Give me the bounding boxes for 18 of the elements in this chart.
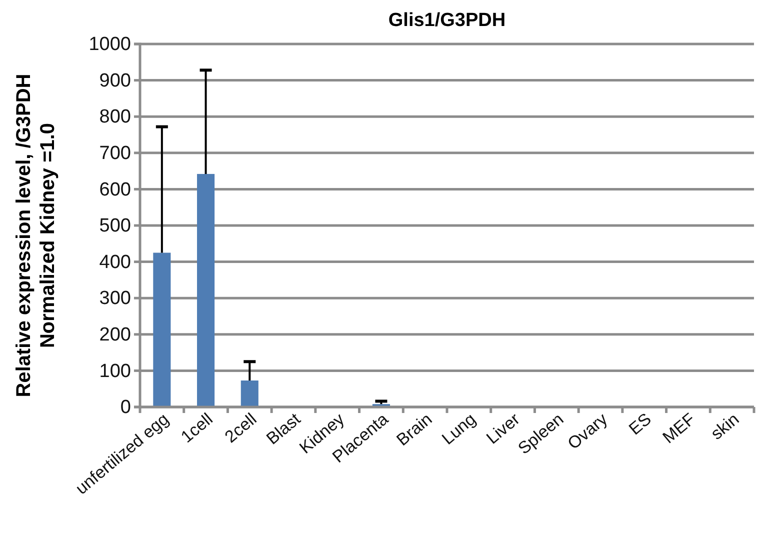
bar — [240, 380, 258, 407]
bar — [153, 252, 171, 407]
y-tick-label: 500 — [99, 216, 131, 237]
y-tick-label: 400 — [99, 252, 131, 273]
y-tick-label: 800 — [99, 106, 131, 128]
y-tick-label: 300 — [99, 288, 131, 310]
x-tick-label: ES — [625, 410, 655, 439]
y-tick-label: 1000 — [88, 34, 131, 56]
y-tick-label: 0 — [120, 397, 131, 418]
y-tick-label: 900 — [99, 70, 131, 92]
y-axis-title: Relative expression level, /G3PDH Normalized Kidney =1.0 — [13, 74, 59, 398]
y-tick-label: 200 — [99, 324, 131, 346]
y-tick-label: 700 — [99, 142, 131, 164]
bar — [197, 174, 215, 407]
chart-title: Glis1/G3PDH — [388, 10, 506, 31]
x-tick-label: skin — [707, 410, 743, 444]
y-tick-label: 600 — [99, 179, 131, 200]
y-tick-label: 100 — [99, 360, 131, 382]
